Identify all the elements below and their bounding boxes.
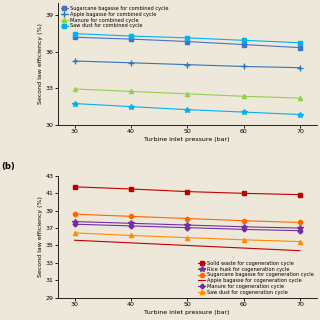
Legend: Sugarcane bagasse for combined cycle, Apple bagasse for combined cycle, Manure f: Sugarcane bagasse for combined cycle, Ap…: [60, 6, 169, 29]
X-axis label: Turbine inlet pressure (bar): Turbine inlet pressure (bar): [144, 137, 230, 142]
Y-axis label: Second law efficiency (%): Second law efficiency (%): [38, 24, 43, 104]
X-axis label: Turbine inlet pressure (bar): Turbine inlet pressure (bar): [144, 309, 230, 315]
Text: (b): (b): [2, 162, 15, 171]
Legend: Solid waste for cogeneration cycle, Rice husk for cogeneration cycle, Sugarcane : Solid waste for cogeneration cycle, Rice…: [197, 260, 314, 295]
Y-axis label: Second law efficiency (%): Second law efficiency (%): [38, 196, 43, 277]
